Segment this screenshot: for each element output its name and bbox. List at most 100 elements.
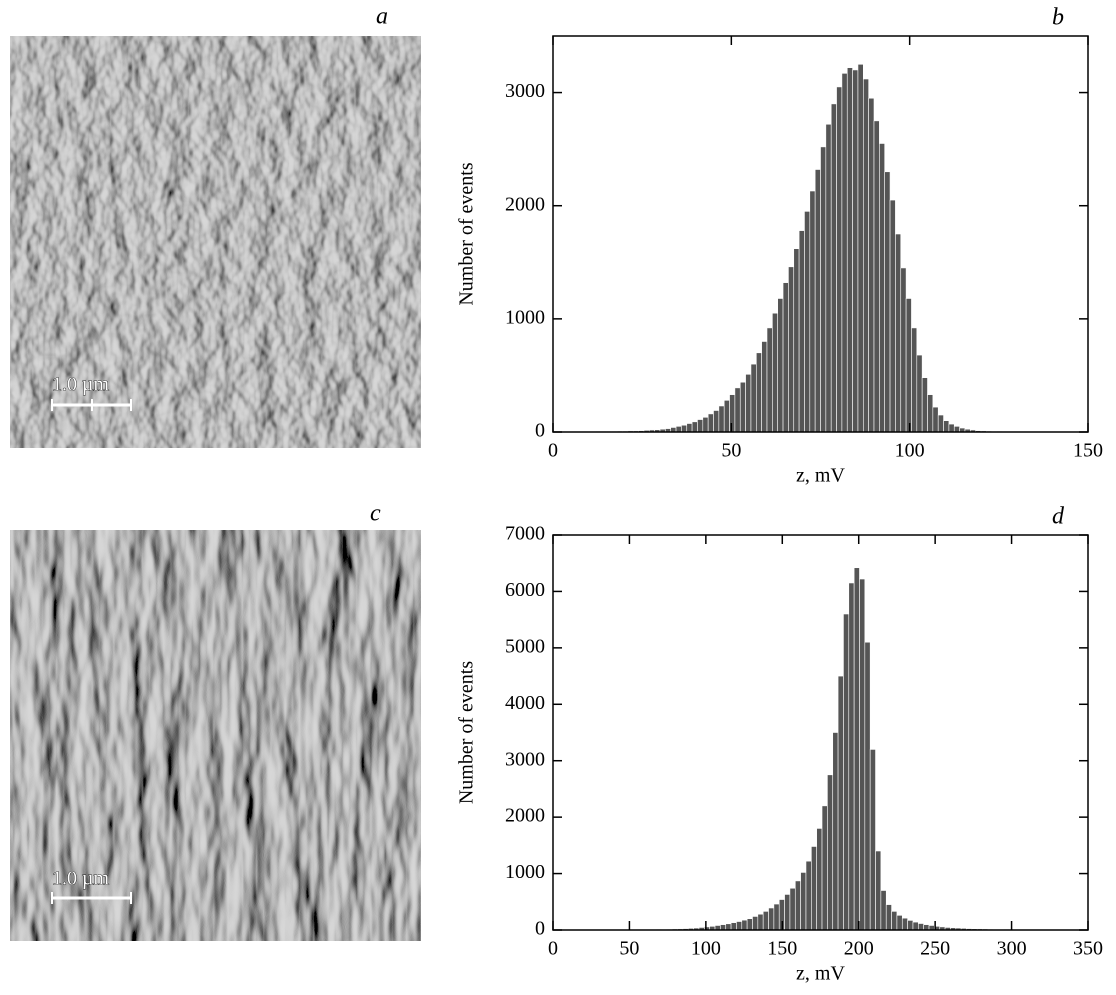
bar bbox=[789, 887, 796, 931]
bar bbox=[800, 872, 807, 931]
bar bbox=[750, 363, 757, 433]
bar bbox=[889, 199, 896, 433]
bar bbox=[853, 567, 860, 931]
x-tick-label: 0 bbox=[548, 440, 558, 462]
bar bbox=[772, 312, 778, 433]
y-tick-label: 6000 bbox=[505, 579, 545, 601]
bar bbox=[852, 69, 859, 433]
bar bbox=[859, 578, 866, 931]
bar bbox=[784, 894, 791, 931]
bar bbox=[912, 921, 919, 931]
bar bbox=[761, 341, 768, 433]
bar bbox=[921, 377, 928, 433]
bar bbox=[825, 123, 832, 433]
bar bbox=[937, 414, 944, 433]
x-axis-label: z, mV bbox=[796, 465, 845, 487]
bar bbox=[862, 78, 869, 433]
bar bbox=[730, 922, 737, 931]
bar bbox=[702, 416, 709, 433]
bar bbox=[879, 143, 885, 433]
panel-label: a bbox=[376, 4, 388, 30]
bar bbox=[873, 120, 880, 433]
bar bbox=[793, 248, 800, 433]
afm-image bbox=[10, 530, 421, 941]
x-tick-label: 350 bbox=[1073, 938, 1103, 960]
y-tick-label: 3000 bbox=[505, 748, 545, 770]
y-tick-label: 7000 bbox=[505, 523, 545, 545]
bar bbox=[734, 387, 741, 433]
bar bbox=[901, 917, 908, 931]
bar bbox=[821, 805, 828, 931]
bar bbox=[809, 190, 816, 433]
plot-frame bbox=[552, 35, 1089, 433]
bar bbox=[884, 171, 891, 433]
panel-label: b bbox=[1052, 5, 1064, 31]
y-tick-label: 2000 bbox=[505, 805, 545, 827]
y-tick-label: 1000 bbox=[505, 861, 545, 883]
bar bbox=[729, 394, 736, 433]
afm-image-a: a 1.0 µm bbox=[10, 4, 421, 448]
bar bbox=[907, 920, 914, 931]
bar bbox=[752, 916, 759, 931]
x-tick-label: 150 bbox=[1073, 440, 1103, 462]
panel-label: c bbox=[370, 501, 381, 527]
bar bbox=[805, 860, 812, 931]
y-tick-label: 1000 bbox=[505, 306, 545, 328]
bar bbox=[811, 846, 817, 931]
x-tick-label: 100 bbox=[895, 440, 925, 462]
bar bbox=[841, 73, 848, 433]
x-tick-label: 50 bbox=[721, 440, 741, 462]
y-tick-label: 0 bbox=[535, 420, 545, 442]
bar bbox=[755, 352, 762, 433]
bar bbox=[746, 918, 753, 931]
plot-frame bbox=[552, 534, 1089, 931]
bar bbox=[911, 327, 918, 433]
y-tick-label: 5000 bbox=[505, 635, 545, 657]
histogram-chart: 0 50 100 150 200 250 300 350 0 1000 2000 3000 4000 50… bbox=[456, 504, 1103, 985]
bar bbox=[782, 282, 789, 433]
bar bbox=[846, 67, 853, 433]
bar bbox=[718, 405, 725, 433]
x-tick-label: 150 bbox=[767, 938, 797, 960]
bar bbox=[757, 913, 764, 931]
bar bbox=[836, 86, 843, 433]
bar bbox=[788, 266, 795, 433]
bar bbox=[895, 233, 902, 433]
bar bbox=[827, 774, 834, 931]
y-tick-label: 4000 bbox=[505, 692, 545, 714]
bar bbox=[691, 421, 698, 433]
bar bbox=[766, 327, 773, 433]
bar bbox=[875, 850, 882, 931]
bar bbox=[843, 613, 850, 931]
x-tick-label: 50 bbox=[619, 938, 639, 960]
scale-bar-label: 1.0 µm bbox=[52, 868, 110, 890]
bar bbox=[923, 924, 930, 931]
bar bbox=[918, 923, 924, 931]
bar bbox=[773, 903, 780, 931]
y-tick-label: 0 bbox=[535, 918, 545, 940]
histogram-chart: 0 50 100 150 0 1000 2000 3000 z, mV Number of eve… bbox=[456, 5, 1103, 487]
bar bbox=[943, 420, 950, 433]
bar bbox=[927, 394, 934, 433]
bar bbox=[794, 880, 801, 931]
bar bbox=[932, 406, 939, 433]
bar bbox=[830, 103, 837, 433]
bar bbox=[832, 732, 839, 931]
bar bbox=[736, 921, 743, 931]
bar bbox=[900, 267, 907, 433]
x-tick-label: 100 bbox=[691, 938, 721, 960]
bar bbox=[896, 915, 903, 931]
bar bbox=[675, 426, 682, 433]
bar bbox=[948, 423, 955, 433]
y-axis-label: Number of events bbox=[456, 162, 478, 306]
bar bbox=[741, 919, 748, 931]
bar bbox=[707, 413, 714, 433]
bar bbox=[816, 828, 823, 931]
y-axis-label: Number of events bbox=[456, 661, 478, 805]
bar bbox=[905, 298, 912, 433]
afm-image bbox=[10, 36, 421, 448]
bar bbox=[916, 354, 923, 433]
bar bbox=[804, 211, 811, 433]
bar bbox=[686, 423, 693, 433]
x-tick-label: 250 bbox=[920, 938, 950, 960]
